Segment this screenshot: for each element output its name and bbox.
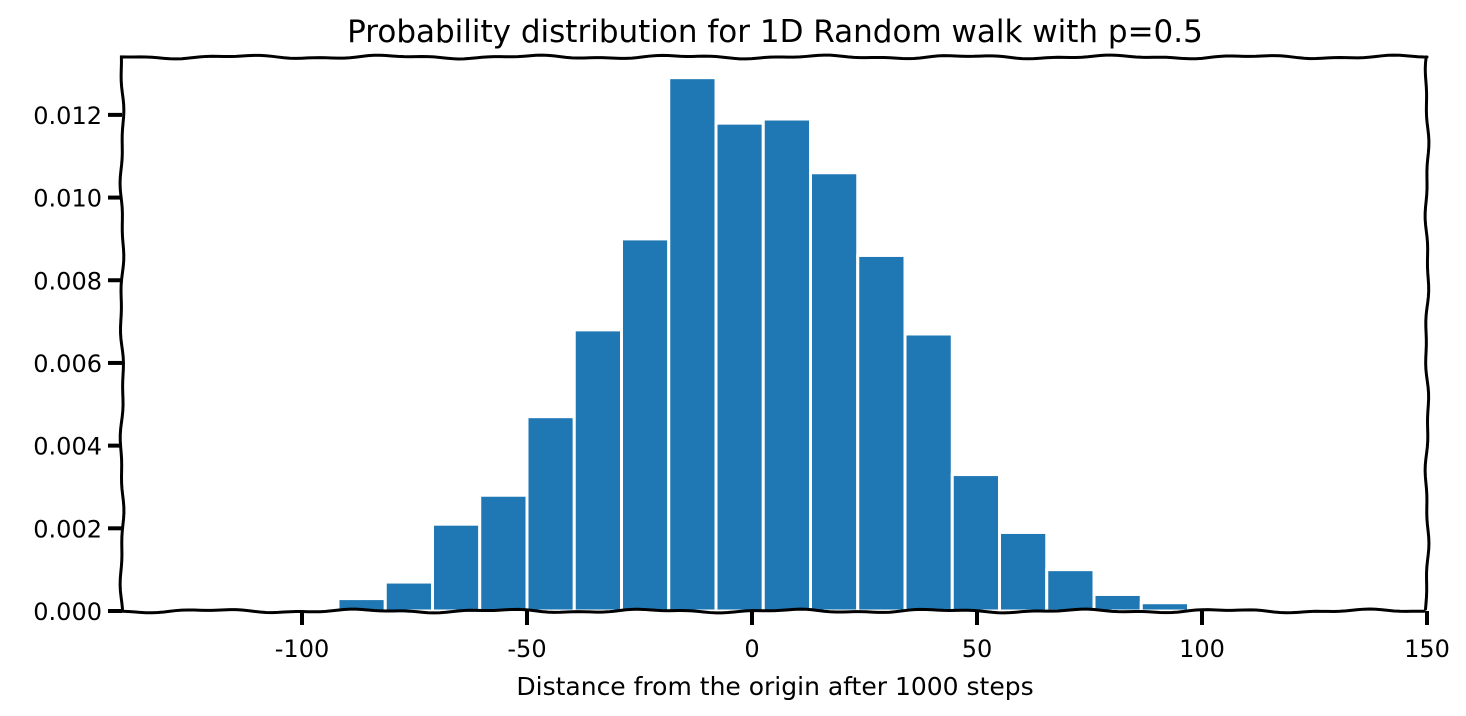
histogram-bar [620,237,671,613]
histogram-bar [761,117,812,613]
x-tick-label: 100 [1179,635,1225,663]
y-tick-label: 0.006 [33,350,102,378]
frame-top-spine [120,53,1426,61]
x-tick-label: 50 [962,635,993,663]
histogram-bar [1139,601,1190,613]
chart-title: Probability distribution for 1D Random w… [347,14,1203,50]
x-axis-ticks: -100 -50 0 50 100 150 [275,611,1450,663]
bars-group [289,76,1238,613]
histogram-bar [478,493,529,613]
x-tick-label: -50 [507,635,546,663]
y-tick-label: 0.008 [33,267,102,295]
histogram-bar [809,171,860,613]
y-tick-label: 0.004 [33,433,102,461]
x-tick-label: 0 [744,635,759,663]
frame-bottom-spine [120,607,1426,615]
histogram-bar [903,332,954,613]
histogram-bar [431,522,482,613]
x-tick-label: 150 [1404,635,1450,663]
histogram-bar [572,328,623,613]
x-tick-label: -100 [275,635,329,663]
x-axis-label: Distance from the origin after 1000 step… [516,672,1033,701]
histogram-bar [856,253,907,613]
histogram-bar [667,76,718,613]
frame-left-spine [118,55,126,611]
histogram-bar [998,530,1049,613]
y-tick-label: 0.000 [33,598,102,626]
y-axis-ticks: 0.000 0.002 0.004 0.006 0.008 0.010 0.012 [33,102,122,626]
histogram-bar [1092,592,1143,613]
y-tick-label: 0.010 [33,185,102,213]
histogram-bar [714,121,765,613]
y-tick-label: 0.002 [33,515,102,543]
frame-right-spine [1423,55,1431,611]
histogram-bar [950,473,1001,613]
histogram-bar [1045,568,1096,613]
histogram-bar [525,415,576,613]
y-tick-label: 0.012 [33,102,102,130]
axes-frame [118,53,1431,615]
histogram-bar [383,580,434,613]
